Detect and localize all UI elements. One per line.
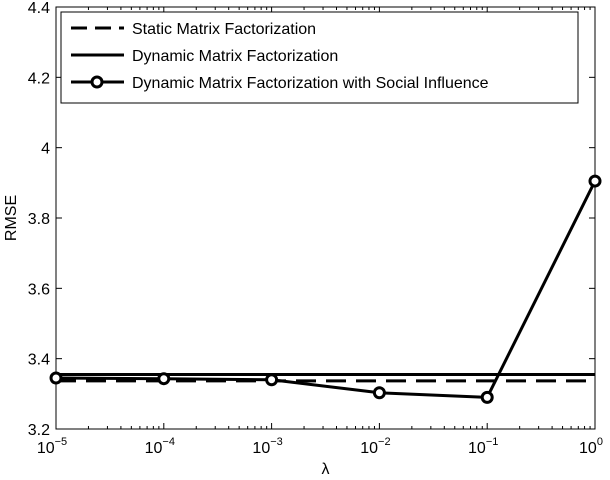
x-tick-label: 10−5	[37, 436, 67, 457]
data-point-3-1	[49, 371, 63, 385]
data-point-3-6	[588, 174, 602, 188]
legend-label: Dynamic Matrix Factorization	[132, 48, 338, 65]
y-tick-label: 3.6	[28, 281, 50, 298]
legend-label: Static Matrix Factorization	[132, 21, 316, 38]
ticks-layer: 10−5 10−4 10−3 10−2 10−1 100 3.2 3.4 3.6 3.8 4 4.2 4…	[28, 0, 603, 457]
series-3	[49, 174, 602, 404]
data-point-3-4	[372, 386, 386, 400]
y-axis-label: RMSE	[3, 195, 20, 241]
series-line-3	[55, 180, 597, 399]
legend-marker	[90, 75, 104, 89]
x-tick-label: 100	[579, 436, 603, 457]
y-tick-label: 3.4	[28, 352, 50, 369]
y-tick-label: 3.2	[28, 422, 50, 439]
data-point-3-5	[480, 390, 494, 404]
legend-label: Dynamic Matrix Factorization with Social…	[132, 75, 489, 92]
x-tick-label: 10−4	[145, 436, 175, 457]
legend-item-3: Dynamic Matrix Factorization with Social…	[71, 75, 489, 92]
series-layer	[49, 174, 602, 404]
x-axis-label: λ	[322, 461, 330, 478]
y-tick-label: 4.4	[28, 0, 50, 17]
legend-box	[60, 11, 579, 104]
legend-item-1: Static Matrix Factorization	[71, 21, 316, 38]
y-tick-label: 4.2	[28, 70, 50, 87]
x-tick-label: 10−2	[360, 436, 390, 457]
legend: Static Matrix Factorization Dynamic Matri…	[60, 11, 579, 104]
data-point-3-2	[157, 372, 171, 386]
y-tick-label: 3.8	[28, 211, 50, 228]
x-tick-label: 10−1	[468, 436, 498, 457]
data-point-3-3	[265, 373, 279, 387]
x-tick-label: 10−3	[252, 436, 282, 457]
y-tick-label: 4	[41, 141, 50, 158]
legend-item-2: Dynamic Matrix Factorization	[71, 48, 338, 65]
